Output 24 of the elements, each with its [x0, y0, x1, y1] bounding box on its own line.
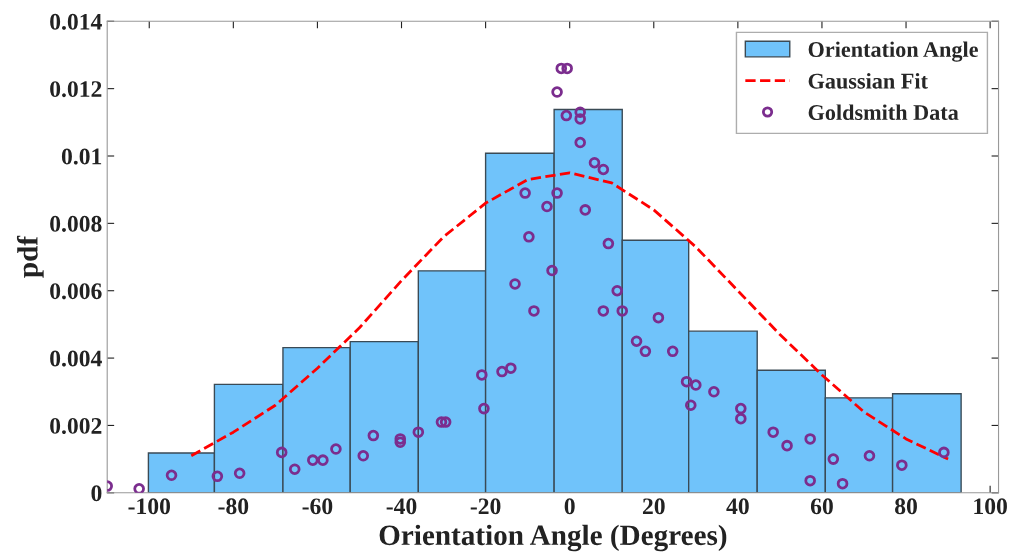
x-tick-label: -20 [470, 498, 501, 515]
x-tick-label: 80 [895, 498, 917, 515]
y-tick-label: 0.012 [50, 81, 102, 98]
legend-label: Gaussian Fit [808, 72, 928, 89]
y-tick-label: 0.01 [61, 148, 102, 165]
x-tick-label: 100 [974, 498, 1007, 515]
x-tick-label: -60 [302, 498, 333, 515]
x-tick-label: -80 [218, 498, 249, 515]
y-tick-label: 0.006 [50, 283, 102, 300]
x-tick-label: -100 [128, 498, 170, 515]
y-axis-title: pdf [16, 235, 44, 278]
y-tick-label: 0.008 [50, 215, 102, 232]
x-axis-title: Orientation Angle (Degrees) [379, 524, 727, 552]
x-tick-label: 0 [564, 498, 575, 515]
x-tick-label: 20 [642, 498, 665, 515]
y-tick-label: 0.004 [50, 350, 102, 367]
y-tick-label: 0.002 [50, 417, 102, 434]
legend-label: Goldsmith Data [808, 104, 959, 121]
x-tick-label: 60 [810, 498, 833, 515]
legend-label: Orientation Angle [808, 41, 978, 62]
y-tick-label: 0 [91, 485, 102, 502]
x-tick-label: -40 [386, 498, 417, 515]
y-tick-label: 0.014 [50, 13, 102, 30]
x-tick-label: 40 [726, 498, 749, 515]
